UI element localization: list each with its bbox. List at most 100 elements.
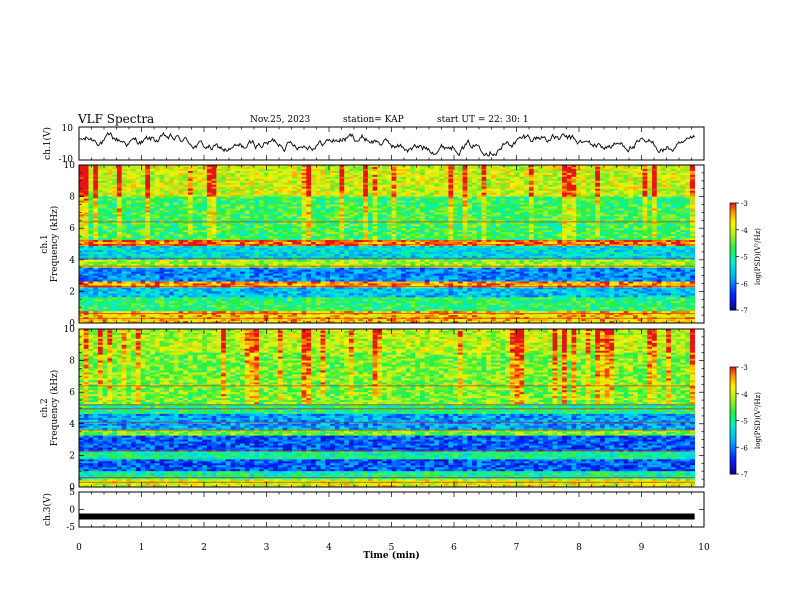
psd-cell <box>244 174 250 178</box>
psd-cell <box>410 182 416 186</box>
psd-cell <box>244 186 250 190</box>
psd-cell <box>168 202 175 205</box>
psd-cell <box>647 172 653 176</box>
psd-cell <box>150 200 156 203</box>
psd-cell <box>183 190 189 194</box>
psd-cell <box>680 178 686 182</box>
psd-cell <box>97 192 104 196</box>
psd-cell <box>240 182 246 186</box>
psd-cell <box>538 200 544 203</box>
psd-cell <box>254 190 260 194</box>
psd-cell <box>666 200 672 203</box>
psd-cell <box>311 166 317 170</box>
psd-cell <box>178 188 184 192</box>
psd-cell <box>230 166 236 170</box>
psd-cell <box>301 188 307 192</box>
psd-cell <box>382 172 388 176</box>
psd-cell <box>107 202 113 205</box>
psd-cell <box>126 176 132 180</box>
psd-cell <box>453 180 459 184</box>
psd-cell <box>467 178 473 182</box>
psd-cell <box>126 194 132 198</box>
psd-cell <box>353 200 359 203</box>
psd-cell <box>225 194 231 198</box>
psd-cell <box>192 178 198 182</box>
psd-cell <box>595 186 601 190</box>
psd-cell <box>481 176 487 180</box>
psd-cell <box>173 186 179 190</box>
psd-cell <box>576 194 582 198</box>
psd-cell <box>225 180 231 184</box>
psd-cell <box>353 196 359 199</box>
psd-cell <box>533 182 539 186</box>
psd-cell <box>211 174 217 178</box>
psd-cell <box>230 174 236 178</box>
psd-cell <box>457 200 463 203</box>
psd-cell <box>183 182 189 186</box>
psd-cell <box>159 166 165 170</box>
psd-cell <box>197 200 203 203</box>
psd-cell <box>320 186 326 190</box>
psd-cell <box>666 188 672 192</box>
psd-cell <box>685 165 691 168</box>
psd-cell <box>187 174 194 178</box>
psd-cell <box>353 180 359 184</box>
psd-cell <box>396 196 402 199</box>
psd-cell <box>287 178 293 182</box>
psd-cell <box>102 188 108 192</box>
psd-cell <box>372 170 378 174</box>
psd-cell <box>112 165 118 168</box>
psd-cell <box>102 176 108 180</box>
psd-cell <box>637 172 643 176</box>
psd-cell <box>240 172 246 176</box>
psd-cell <box>500 200 506 203</box>
psd-cell <box>377 165 383 168</box>
psd-cell <box>656 168 662 172</box>
psd-cell <box>391 180 397 184</box>
psd-cell <box>296 176 302 180</box>
psd-cell <box>159 184 165 188</box>
psd-cell <box>509 186 516 190</box>
psd-cell <box>557 190 563 194</box>
psd-cell <box>377 184 383 188</box>
psd-cell <box>509 168 516 172</box>
psd-cell <box>249 198 255 201</box>
psd-cell <box>329 178 336 182</box>
psd-cell <box>112 198 118 201</box>
psd-cell <box>543 186 549 190</box>
psd-cell <box>580 168 587 172</box>
psd-cell <box>571 202 577 205</box>
psd-cell <box>472 172 478 176</box>
psd-cell <box>334 194 340 198</box>
psd-cell <box>88 196 94 199</box>
psd-cell <box>173 198 179 201</box>
psd-cell <box>367 178 374 182</box>
psd-cell <box>486 196 492 199</box>
psd-cell <box>244 178 250 182</box>
psd-cell <box>254 178 260 182</box>
psd-cell <box>107 192 113 196</box>
psd-cell <box>353 186 359 190</box>
psd-cell <box>154 202 160 205</box>
psd-cell <box>131 165 137 168</box>
psd-cell <box>476 165 482 168</box>
psd-cell <box>159 170 165 174</box>
psd-cell <box>334 202 340 205</box>
psd-cell <box>405 176 411 180</box>
psd-cell <box>571 170 577 174</box>
psd-cell <box>240 200 246 203</box>
psd-cell <box>647 194 653 198</box>
psd-cell <box>524 200 530 203</box>
psd-cell <box>623 165 629 168</box>
psd-cell <box>102 170 108 174</box>
psd-cell <box>599 198 606 201</box>
psd-cell <box>240 176 246 180</box>
psd-cell <box>533 174 539 178</box>
psd-cell <box>472 190 478 194</box>
psd-cell <box>467 166 473 170</box>
psd-cell <box>296 184 302 188</box>
psd-cell <box>183 194 189 198</box>
psd-cell <box>524 198 530 201</box>
psd-cell <box>240 180 246 184</box>
psd-cell <box>121 166 127 170</box>
